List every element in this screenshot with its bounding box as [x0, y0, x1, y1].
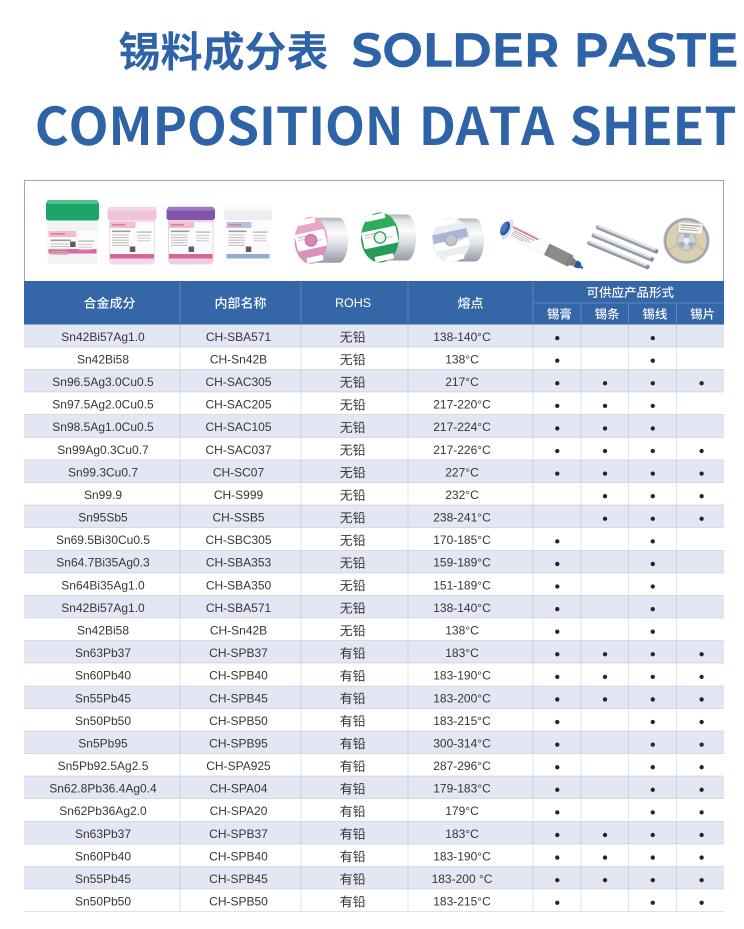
svg-text:151-189°C: 151-189°C — [433, 578, 491, 592]
svg-text:Sn63Pb37: Sn63Pb37 — [75, 827, 131, 841]
svg-text:238-241°C: 238-241°C — [433, 511, 491, 525]
svg-text:138-140°C: 138-140°C — [433, 601, 491, 615]
svg-text:CH-SBA353: CH-SBA353 — [206, 556, 272, 570]
svg-text:CH-SAC105: CH-SAC105 — [205, 420, 271, 434]
svg-text:138°C: 138°C — [445, 352, 479, 366]
svg-text:Sn42Bi58: Sn42Bi58 — [77, 352, 129, 366]
svg-text:Sn96.5Ag3.0Cu0.5: Sn96.5Ag3.0Cu0.5 — [52, 375, 154, 389]
svg-text:217-226°C: 217-226°C — [433, 443, 491, 457]
svg-text:Sn63Pb37: Sn63Pb37 — [75, 646, 131, 660]
svg-text:Sn69.5Bi30Cu0.5: Sn69.5Bi30Cu0.5 — [56, 533, 150, 547]
svg-text:Sn97.5Ag2.0Cu0.5: Sn97.5Ag2.0Cu0.5 — [52, 398, 154, 412]
svg-text:CH-SPB40: CH-SPB40 — [209, 669, 268, 683]
svg-text:217-220°C: 217-220°C — [433, 398, 491, 412]
svg-text:Sn98.5Ag1.0Cu0.5: Sn98.5Ag1.0Cu0.5 — [52, 420, 154, 434]
svg-text:CH-SPA925: CH-SPA925 — [206, 759, 271, 773]
svg-text:183-190°C: 183-190°C — [433, 849, 491, 863]
svg-text:Sn60Pb40: Sn60Pb40 — [75, 849, 131, 863]
svg-text:CH-SPB37: CH-SPB37 — [209, 646, 268, 660]
svg-text:Sn64Bi35Ag1.0: Sn64Bi35Ag1.0 — [61, 578, 145, 592]
svg-text:179-183°C: 179-183°C — [433, 782, 491, 796]
svg-text:183-190°C: 183-190°C — [433, 669, 491, 683]
svg-text:Sn5Pb95: Sn5Pb95 — [78, 736, 128, 750]
svg-text:CH-SPB45: CH-SPB45 — [209, 691, 268, 705]
svg-text:CH-SBA571: CH-SBA571 — [206, 601, 272, 615]
svg-text:232°C: 232°C — [445, 488, 479, 502]
svg-text:183°C: 183°C — [445, 646, 479, 660]
svg-text:CH-SBC305: CH-SBC305 — [205, 533, 271, 547]
svg-text:CH-Sn42B: CH-Sn42B — [210, 624, 267, 638]
svg-text:Sn99.3Cu0.7: Sn99.3Cu0.7 — [68, 465, 138, 479]
svg-text:Sn64.7Bi35Ag0.3: Sn64.7Bi35Ag0.3 — [56, 556, 150, 570]
svg-text:CH-SC07: CH-SC07 — [213, 465, 265, 479]
svg-text:CH-Sn42B: CH-Sn42B — [210, 352, 267, 366]
svg-text:CH-SPA04: CH-SPA04 — [210, 782, 268, 796]
svg-text:138-140°C: 138-140°C — [433, 330, 491, 344]
svg-text:Sn42Bi57Ag1.0: Sn42Bi57Ag1.0 — [61, 601, 145, 615]
svg-text:183-215°C: 183-215°C — [433, 895, 491, 909]
svg-text:CH-SBA350: CH-SBA350 — [206, 578, 272, 592]
svg-text:Sn95Sb5: Sn95Sb5 — [78, 511, 128, 525]
svg-text:CH-SAC037: CH-SAC037 — [205, 443, 271, 457]
svg-text:183-200 °C: 183-200 °C — [432, 872, 493, 886]
svg-text:183-215°C: 183-215°C — [433, 714, 491, 728]
svg-text:217°C: 217°C — [445, 375, 479, 389]
svg-text:Sn50Pb50: Sn50Pb50 — [75, 714, 131, 728]
svg-text:183°C: 183°C — [445, 827, 479, 841]
svg-text:138°C: 138°C — [445, 624, 479, 638]
svg-text:227°C: 227°C — [445, 465, 479, 479]
svg-text:Sn55Pb45: Sn55Pb45 — [75, 691, 131, 705]
svg-text:Sn50Pb50: Sn50Pb50 — [75, 895, 131, 909]
svg-text:Sn42Bi57Ag1.0: Sn42Bi57Ag1.0 — [61, 330, 145, 344]
svg-text:CH-SPB50: CH-SPB50 — [209, 714, 268, 728]
svg-text:Sn42Bi58: Sn42Bi58 — [77, 624, 129, 638]
svg-text:CH-SPB45: CH-SPB45 — [209, 872, 268, 886]
svg-text:CH-SPA20: CH-SPA20 — [210, 804, 268, 818]
svg-text:CH-SPB50: CH-SPB50 — [209, 895, 268, 909]
svg-text:ROHS: ROHS — [335, 296, 371, 310]
svg-text:170-185°C: 170-185°C — [433, 533, 491, 547]
svg-text:159-189°C: 159-189°C — [433, 556, 491, 570]
svg-text:217-224°C: 217-224°C — [433, 420, 491, 434]
svg-text:Sn62.8Pb36.4Ag0.4: Sn62.8Pb36.4Ag0.4 — [49, 782, 157, 796]
svg-text:Sn5Pb92.5Ag2.5: Sn5Pb92.5Ag2.5 — [58, 759, 149, 773]
svg-text:Sn62Pb36Ag2.0: Sn62Pb36Ag2.0 — [59, 804, 147, 818]
svg-text:Sn99.9: Sn99.9 — [84, 488, 122, 502]
svg-text:179°C: 179°C — [445, 804, 479, 818]
svg-text:287-296°C: 287-296°C — [433, 759, 491, 773]
svg-text:Sn55Pb45: Sn55Pb45 — [75, 872, 131, 886]
svg-text:CH-SPB37: CH-SPB37 — [209, 827, 268, 841]
svg-text:CH-SPB95: CH-SPB95 — [209, 736, 268, 750]
svg-text:Sn60Pb40: Sn60Pb40 — [75, 669, 131, 683]
svg-text:CH-SAC205: CH-SAC205 — [205, 398, 271, 412]
svg-text:CH-S999: CH-S999 — [214, 488, 264, 502]
svg-text:183-200°C: 183-200°C — [433, 691, 491, 705]
svg-text:Sn99Ag0.3Cu0.7: Sn99Ag0.3Cu0.7 — [57, 443, 149, 457]
svg-text:CH-SBA571: CH-SBA571 — [206, 330, 272, 344]
svg-text:CH-SPB40: CH-SPB40 — [209, 849, 268, 863]
svg-text:300-314°C: 300-314°C — [433, 736, 491, 750]
svg-text:CH-SSB5: CH-SSB5 — [212, 511, 264, 525]
svg-text:CH-SAC305: CH-SAC305 — [205, 375, 271, 389]
